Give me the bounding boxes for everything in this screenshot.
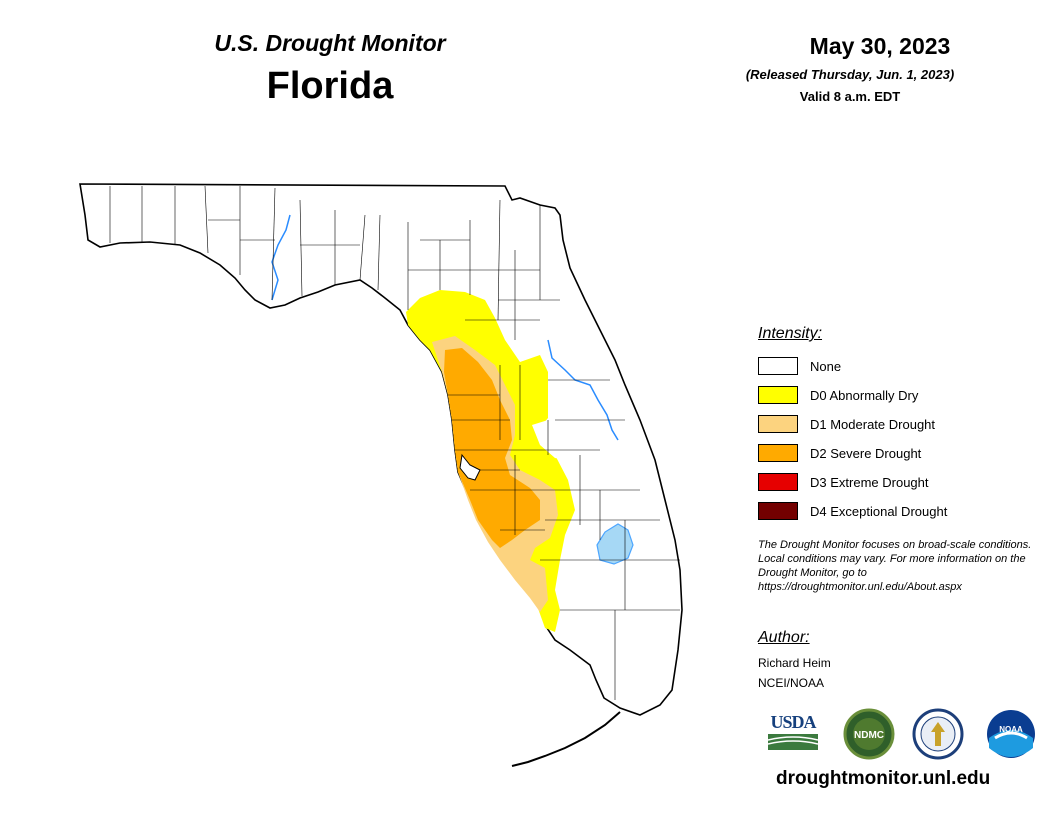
legend-swatch — [758, 357, 798, 375]
county-lines — [109, 185, 680, 700]
legend-swatch — [758, 415, 798, 433]
d2-area — [444, 348, 540, 548]
legend-swatch — [758, 386, 798, 404]
usda-logo[interactable]: USDA — [766, 712, 820, 752]
map-title: Florida — [266, 65, 394, 107]
author-org: NCEI/NOAA — [758, 676, 825, 690]
noaa-logo-text: NOAA — [999, 725, 1023, 734]
legend-item: None — [758, 355, 841, 377]
legend-label: D2 Severe Drought — [810, 445, 922, 461]
legend-item: D2 Severe Drought — [758, 442, 921, 464]
release-date: (Released Thursday, Jun. 1, 2023) — [745, 67, 955, 82]
usda-logo-text: USDA — [770, 712, 816, 732]
legend-item: D3 Extreme Drought — [758, 471, 929, 493]
doc-seal-logo[interactable] — [912, 708, 964, 760]
legend-swatch — [758, 502, 798, 520]
legend-label: D3 Extreme Drought — [810, 474, 929, 490]
author-name: Richard Heim — [758, 656, 831, 670]
noaa-logo[interactable]: NOAA — [985, 708, 1037, 760]
legend-swatch — [758, 444, 798, 462]
legend-label: D0 Abnormally Dry — [810, 387, 919, 403]
apalachicola-river — [271, 214, 291, 301]
ndmc-logo-text: NDMC — [854, 730, 884, 741]
legend-swatch — [758, 473, 798, 491]
map-subtitle: U.S. Drought Monitor — [214, 30, 446, 56]
usda-logo-stripes — [768, 734, 818, 750]
florida-keys — [511, 711, 621, 767]
legend-label: D1 Moderate Drought — [810, 416, 936, 432]
ndmc-logo[interactable]: NDMC — [843, 708, 895, 760]
legend-label: None — [810, 358, 842, 374]
tampa-bay — [459, 453, 481, 481]
valid-time: Valid 8 a.m. EDT — [799, 89, 901, 104]
lake-okeechobee — [596, 523, 634, 565]
disclaimer-text: The Drought Monitor focuses on broad-sca… — [758, 539, 1032, 593]
legend-title: Intensity: — [758, 325, 823, 342]
legend-label: D4 Exceptional Drought — [810, 503, 948, 519]
author-heading: Author: — [758, 629, 810, 646]
legend-item: D1 Moderate Drought — [758, 413, 935, 435]
florida-land — [79, 183, 683, 716]
map-date: May 30, 2023 — [809, 33, 951, 59]
st-johns-river — [547, 339, 619, 441]
legend-item: D4 Exceptional Drought — [758, 500, 947, 522]
legend-item: D0 Abnormally Dry — [758, 384, 918, 406]
footer-url[interactable]: droughtmonitor.unl.edu — [776, 768, 991, 789]
